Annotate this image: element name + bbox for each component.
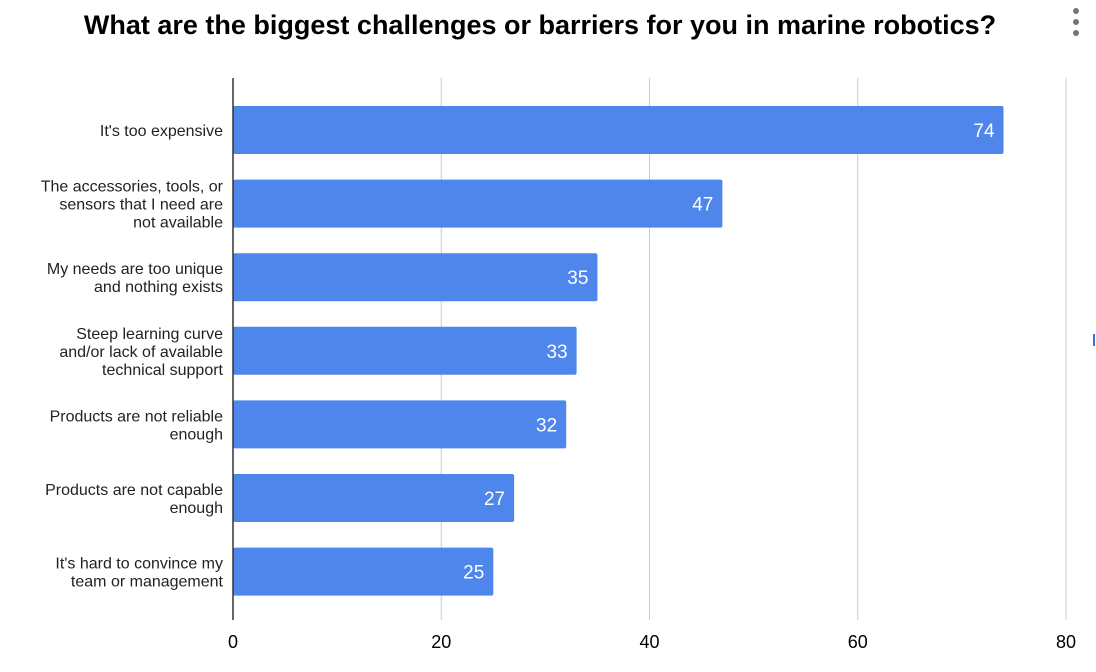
category-label: It's too expensive <box>100 123 223 140</box>
bar-value-label: 25 <box>463 563 484 584</box>
category-label: Steep learning curve <box>76 326 223 343</box>
bar <box>233 474 515 522</box>
more-vert-icon-dot <box>1073 19 1079 25</box>
category-label: Products are not reliable <box>50 408 224 425</box>
category-label: technical support <box>102 362 224 379</box>
bar-value-label: 74 <box>973 121 995 142</box>
category-label: not available <box>133 215 223 232</box>
bar-value-label: 35 <box>567 268 588 289</box>
x-tick-label: 60 <box>848 632 868 652</box>
x-tick-label: 20 <box>431 632 451 652</box>
bar <box>233 400 567 449</box>
category-label: and nothing exists <box>94 279 223 296</box>
category-label: and/or lack of available <box>59 344 223 361</box>
x-tick-label: 0 <box>228 632 238 652</box>
bars <box>233 106 1004 596</box>
bar <box>233 326 577 375</box>
bar <box>233 253 598 302</box>
edge-marker <box>1093 334 1095 346</box>
category-label: Products are not capable <box>45 482 223 499</box>
bar-value-label: 33 <box>546 342 567 363</box>
category-label: enough <box>170 500 223 517</box>
bar <box>233 106 1004 154</box>
more-options-button[interactable] <box>1066 8 1088 38</box>
bar-value-label: 27 <box>484 489 505 510</box>
bar-value-labels: 74 47 35 33 32 27 25 <box>463 121 995 584</box>
bar <box>233 547 494 596</box>
category-labels: It's too expensive The accessories, tools… <box>41 123 224 591</box>
x-tick-label: 40 <box>639 632 659 652</box>
category-label: My needs are too unique <box>47 261 223 278</box>
bar-value-label: 32 <box>536 415 557 436</box>
category-label: The accessories, tools, or <box>41 179 224 196</box>
x-tick-label: 80 <box>1056 632 1076 652</box>
category-label: It's hard to convince my <box>55 556 223 573</box>
chart-title: What are the biggest challenges or barri… <box>83 10 997 40</box>
more-vert-icon-dot <box>1073 30 1079 36</box>
category-label: team or management <box>71 574 224 591</box>
more-vert-icon <box>1073 8 1079 14</box>
x-tick-labels: 0 20 40 60 80 <box>228 632 1076 652</box>
category-label: sensors that I need are <box>59 197 223 214</box>
category-label: enough <box>170 426 223 443</box>
bar-value-label: 47 <box>692 195 713 216</box>
bar <box>233 179 723 228</box>
